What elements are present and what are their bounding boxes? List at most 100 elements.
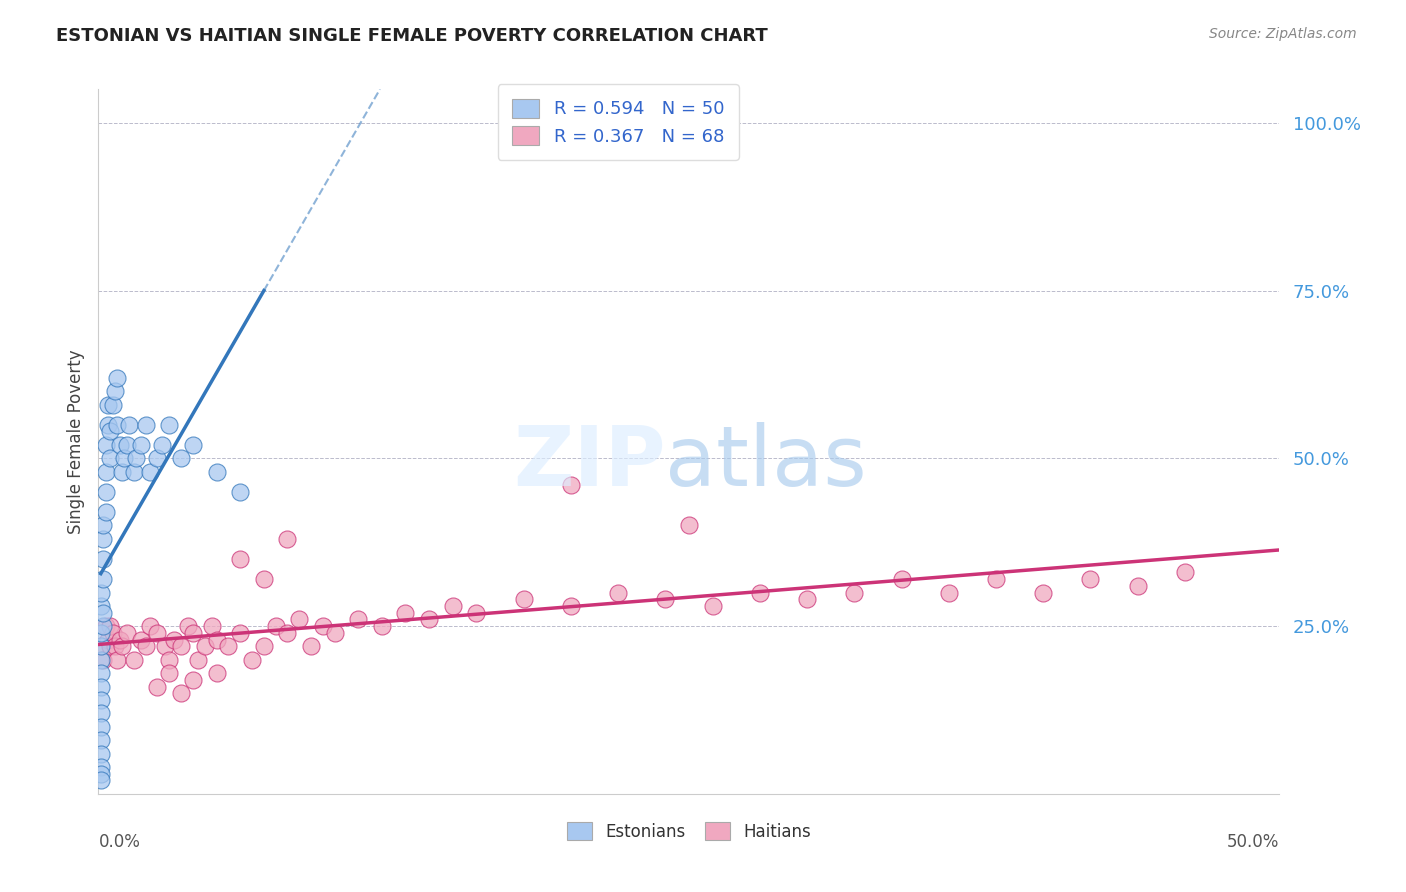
Point <box>465 606 488 620</box>
Point <box>194 639 217 653</box>
Point <box>371 619 394 633</box>
Point <box>91 518 114 533</box>
Point <box>181 438 204 452</box>
Point <box>97 398 120 412</box>
Point <box>108 632 131 647</box>
Text: ZIP: ZIP <box>513 422 665 503</box>
Point <box>512 592 534 607</box>
Point <box>146 625 169 640</box>
Point <box>115 438 138 452</box>
Point <box>1126 579 1149 593</box>
Point <box>157 653 180 667</box>
Text: 50.0%: 50.0% <box>1227 832 1279 851</box>
Text: Source: ZipAtlas.com: Source: ZipAtlas.com <box>1209 27 1357 41</box>
Text: 0.0%: 0.0% <box>98 832 141 851</box>
Legend: Estonians, Haitians: Estonians, Haitians <box>558 814 820 849</box>
Point <box>264 619 287 633</box>
Point <box>98 619 121 633</box>
Point <box>94 484 117 499</box>
Point <box>678 518 700 533</box>
Point <box>984 572 1007 586</box>
Point <box>796 592 818 607</box>
Point <box>90 773 112 788</box>
Point <box>129 632 152 647</box>
Point <box>112 451 135 466</box>
Text: ESTONIAN VS HAITIAN SINGLE FEMALE POVERTY CORRELATION CHART: ESTONIAN VS HAITIAN SINGLE FEMALE POVERT… <box>56 27 768 45</box>
Point <box>135 417 157 432</box>
Point <box>1174 566 1197 580</box>
Point <box>1080 572 1102 586</box>
Point <box>111 465 134 479</box>
Point <box>607 585 630 599</box>
Point <box>90 625 112 640</box>
Point <box>90 666 112 681</box>
Point <box>97 632 120 647</box>
Point <box>91 606 114 620</box>
Point <box>394 606 416 620</box>
Point <box>560 599 582 613</box>
Point <box>135 639 157 653</box>
Point <box>181 625 204 640</box>
Point <box>90 720 112 734</box>
Point <box>240 653 263 667</box>
Point <box>201 619 224 633</box>
Text: atlas: atlas <box>665 422 868 503</box>
Point <box>170 451 193 466</box>
Point <box>90 760 112 774</box>
Point <box>98 639 121 653</box>
Point <box>122 465 145 479</box>
Point <box>125 451 148 466</box>
Point <box>104 639 127 653</box>
Point <box>205 632 228 647</box>
Point <box>94 438 117 452</box>
Point <box>101 398 124 412</box>
Point <box>139 465 162 479</box>
Point <box>229 484 252 499</box>
Point <box>104 384 127 399</box>
Point <box>91 653 114 667</box>
Point <box>229 552 252 566</box>
Point <box>91 619 114 633</box>
Point <box>187 653 209 667</box>
Point <box>938 585 960 599</box>
Point <box>150 438 173 452</box>
Point <box>890 572 912 586</box>
Point <box>94 465 117 479</box>
Point <box>560 478 582 492</box>
Point <box>654 592 676 607</box>
Point <box>276 625 298 640</box>
Point <box>441 599 464 613</box>
Point <box>94 505 117 519</box>
Point <box>702 599 724 613</box>
Point <box>90 747 112 761</box>
Point <box>90 653 112 667</box>
Point <box>90 733 112 747</box>
Point <box>91 552 114 566</box>
Point <box>139 619 162 633</box>
Point <box>111 639 134 653</box>
Point <box>90 585 112 599</box>
Point <box>146 680 169 694</box>
Point <box>153 639 176 653</box>
Point <box>229 625 252 640</box>
Point <box>129 438 152 452</box>
Point <box>181 673 204 687</box>
Point <box>170 686 193 700</box>
Point <box>205 465 228 479</box>
Point <box>205 666 228 681</box>
Point <box>323 625 346 640</box>
Point <box>115 625 138 640</box>
Point <box>347 612 370 626</box>
Point <box>118 417 141 432</box>
Point <box>217 639 239 653</box>
Point <box>299 639 322 653</box>
Point <box>90 706 112 721</box>
Point <box>418 612 440 626</box>
Point <box>97 417 120 432</box>
Point <box>94 619 117 633</box>
Point <box>288 612 311 626</box>
Point <box>108 438 131 452</box>
Point <box>177 619 200 633</box>
Point <box>1032 585 1054 599</box>
Y-axis label: Single Female Poverty: Single Female Poverty <box>66 350 84 533</box>
